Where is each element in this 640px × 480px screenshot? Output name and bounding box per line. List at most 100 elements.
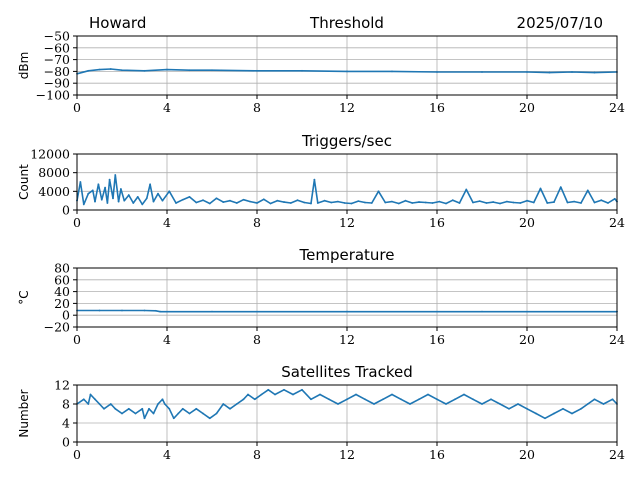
data-point [397,202,400,205]
data-point [580,202,582,204]
data-point [424,201,427,204]
data-point [310,202,312,205]
report-date: 2025/07/10 [517,14,603,32]
chart-panel-4: 0 4 8 12 16 20 24 0 4 8 12 Satellites Tracked Number [17,363,625,462]
data-point [208,202,211,205]
data-point [465,188,468,191]
data-point [586,403,589,405]
data-point [553,201,555,203]
y-tick-label: 0 [62,435,70,450]
data-point [154,309,157,312]
x-tick-label: 4 [163,332,171,347]
data-point [177,412,180,415]
data-point [163,403,166,405]
data-point [123,199,126,202]
data-point [566,201,569,204]
y-tick-label: 20 [54,296,70,311]
data-point [431,202,434,204]
data-point [337,403,339,405]
data-point [172,417,175,420]
data-point [117,200,120,203]
data-point [98,68,101,71]
x-tick-label: 24 [609,215,625,230]
x-tick-label: 24 [609,100,625,115]
data-point [141,203,144,206]
data-point [451,199,454,202]
data-point [559,186,562,189]
x-tick-label: 20 [519,447,535,462]
data-point [274,393,276,396]
data-point [188,69,191,72]
data-point [313,178,316,181]
data-point [112,197,114,200]
data-point [143,69,146,72]
series-line-1 [76,174,618,206]
data-point [346,398,348,401]
data-point [382,398,384,401]
data-point [247,393,249,396]
data-point [512,201,515,204]
data-point [600,199,603,202]
y-tick-label: 12000 [30,147,70,162]
data-point [157,192,159,195]
y-axis-label: Count [17,164,31,200]
x-tick-label: 4 [163,100,171,115]
data-point [508,407,510,410]
data-point [316,202,319,204]
data-point [472,201,474,204]
y-tick-label: −50 [44,29,70,44]
data-point [109,403,112,405]
data-point [168,190,171,193]
chart-panel-1: 0 4 8 12 16 20 24 −100−90−80−70−60−50 Threshold d… [17,14,625,115]
data-point [256,69,258,72]
series-line-1 [76,68,618,75]
x-tick-label: 12 [339,332,355,347]
data-point [573,200,576,203]
data-point [121,412,123,415]
data-point [229,407,231,410]
data-point [438,200,441,203]
data-point [499,403,501,405]
data-point [571,412,573,415]
data-point [136,196,139,198]
y-tick-label: 60 [54,272,70,287]
y-tick-label: −20 [44,320,70,335]
x-tick-label: 20 [519,215,535,230]
data-point [517,403,519,405]
data-point [377,190,380,193]
y-tick-label: 0 [62,308,70,323]
data-point [168,407,171,410]
data-point [114,174,117,176]
data-point [103,407,105,410]
data-point [586,189,589,192]
data-point [106,202,109,204]
x-tick-label: 20 [519,100,535,115]
x-tick-label: 8 [253,447,261,462]
data-point [94,398,96,401]
y-tick-label: 12 [54,378,70,393]
data-point [458,202,461,204]
data-point [544,417,546,420]
data-point [445,403,447,405]
data-point [411,202,414,204]
data-point [91,189,94,192]
data-point [109,68,112,70]
y-tick-label: 8 [62,397,70,412]
data-point [148,407,150,410]
x-tick-label: 16 [429,332,445,347]
data-point [97,183,100,186]
x-tick-label: 16 [429,100,445,115]
data-point [249,200,252,203]
data-point [492,201,495,203]
station-name: Howard [89,14,146,32]
data-point [391,200,393,203]
data-point [505,200,508,203]
data-point [602,403,605,405]
y-tick-label: 4000 [38,184,70,199]
data-point [357,200,360,203]
series-line-1 [76,388,618,420]
data-point [526,407,528,410]
data-point [161,199,164,202]
data-point [127,194,130,196]
